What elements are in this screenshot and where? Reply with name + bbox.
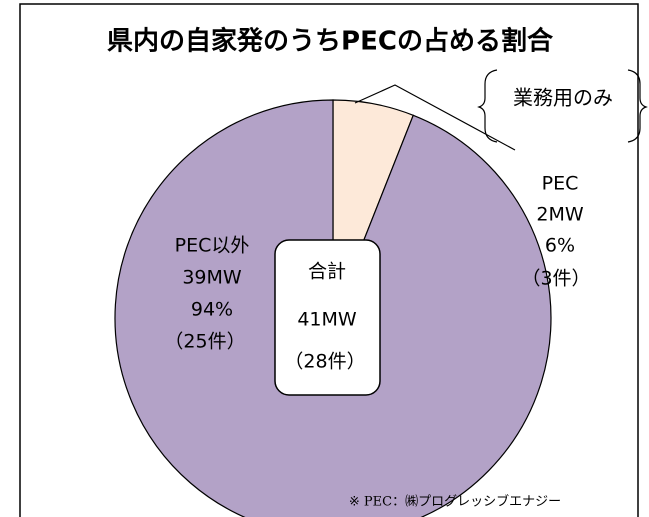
chart-title: 県内の自家発のうちPECの占める割合: [107, 26, 554, 57]
count-label: （3件）: [521, 268, 590, 290]
value-label: 6%: [545, 235, 575, 257]
total-count: （28件）: [284, 351, 365, 373]
total-label: 合計: [308, 261, 346, 283]
footnote: ※ PEC：㈱プログレッシブエナジー: [349, 494, 561, 510]
count-label: （25件）: [164, 331, 245, 353]
bracket-right: [627, 69, 648, 143]
mw-label: 39MW: [182, 267, 242, 289]
subtitle: 業務用のみ: [513, 86, 613, 110]
bracket-left: [477, 69, 498, 143]
slice-label: PEC以外: [175, 235, 250, 257]
slice-label: PEC: [542, 173, 579, 195]
mw-label: 2MW: [536, 204, 583, 226]
leader-line: [354, 84, 516, 151]
value-label: 94%: [191, 299, 233, 321]
total-value: 41MW: [297, 309, 357, 331]
total-box: [274, 239, 381, 396]
